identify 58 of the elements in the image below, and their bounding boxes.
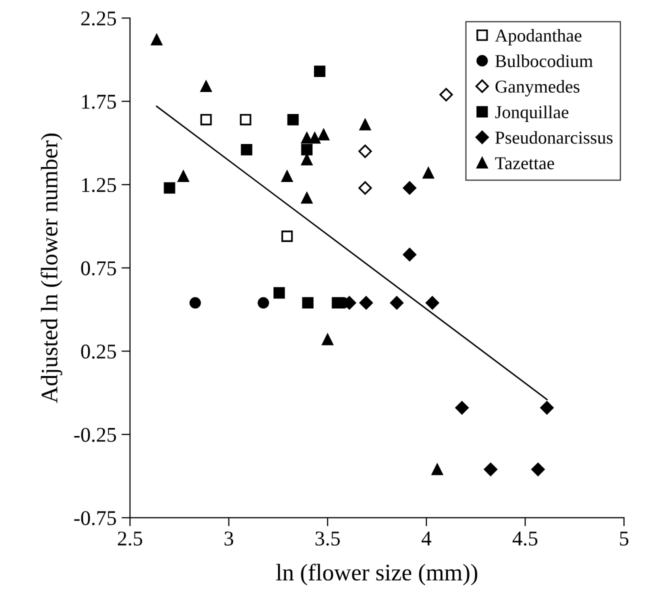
x-tick-label: 2.5 bbox=[118, 532, 142, 546]
point bbox=[439, 88, 453, 102]
point bbox=[301, 192, 313, 204]
x-tick-label: 3.5 bbox=[316, 532, 340, 546]
x-tick-label: 4.5 bbox=[512, 532, 538, 546]
point bbox=[302, 297, 314, 309]
point bbox=[358, 181, 372, 195]
point bbox=[200, 114, 212, 126]
point bbox=[359, 118, 371, 130]
point bbox=[402, 248, 416, 262]
point bbox=[281, 230, 293, 242]
point bbox=[484, 462, 498, 476]
point bbox=[422, 167, 434, 179]
legend-label: Apodanthae bbox=[494, 29, 582, 46]
point bbox=[432, 464, 443, 476]
y-tick-label: 1.75 bbox=[82, 94, 116, 109]
y-tick-label: 0.75 bbox=[81, 261, 116, 276]
point bbox=[240, 144, 252, 156]
point bbox=[258, 297, 270, 309]
point bbox=[240, 114, 252, 126]
x-tick-label: 4 bbox=[422, 532, 432, 546]
legend-label: Tazettae bbox=[495, 157, 554, 170]
point bbox=[540, 401, 554, 415]
x-axis-title: ln (flower size (mm)) bbox=[276, 564, 478, 586]
point bbox=[455, 401, 469, 415]
point bbox=[200, 80, 212, 92]
point bbox=[190, 297, 201, 309]
point bbox=[359, 296, 373, 310]
y-axis-title: Adjusted ln (flower number) bbox=[40, 134, 62, 404]
x-tick-label: 3 bbox=[224, 532, 234, 546]
y-tick-label: -0.75 bbox=[74, 511, 116, 526]
point bbox=[309, 132, 320, 144]
legend-label: Jonquillae bbox=[495, 106, 568, 122]
legend-label: Ganymedes bbox=[496, 80, 580, 96]
x-tick-label: 5 bbox=[620, 532, 628, 546]
point bbox=[332, 297, 344, 309]
point bbox=[281, 170, 293, 182]
point bbox=[322, 334, 334, 346]
legend-label: Pseudonarcissus bbox=[495, 131, 613, 144]
y-tick-label: 2.25 bbox=[81, 11, 116, 26]
point bbox=[318, 128, 330, 140]
point bbox=[287, 114, 299, 126]
point bbox=[314, 66, 326, 78]
y-tick-label: 1.25 bbox=[82, 178, 116, 192]
point bbox=[301, 154, 313, 166]
point bbox=[402, 181, 416, 195]
point bbox=[426, 296, 440, 310]
point bbox=[358, 144, 372, 158]
point bbox=[301, 144, 313, 156]
point bbox=[531, 462, 545, 476]
y-tick-label: -0.25 bbox=[74, 428, 116, 442]
point bbox=[150, 34, 162, 46]
point bbox=[273, 287, 285, 299]
legend-label: Bulbocodium bbox=[495, 54, 593, 68]
point bbox=[178, 170, 190, 182]
point bbox=[164, 182, 176, 194]
point bbox=[390, 296, 404, 310]
y-tick-label: 0.25 bbox=[81, 344, 116, 359]
